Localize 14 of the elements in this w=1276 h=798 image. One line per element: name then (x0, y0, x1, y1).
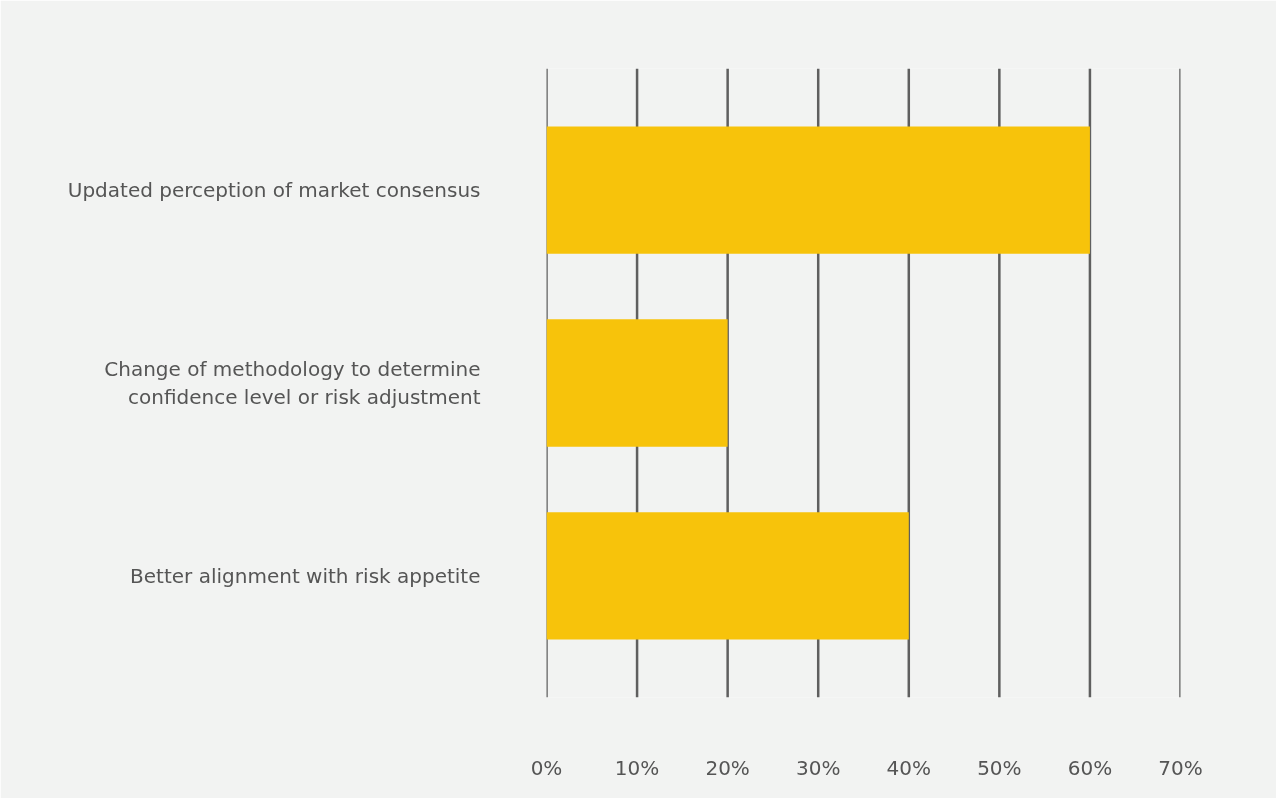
y-tick-label: Change of methodology to determine confidence level or risk adjustment (104, 356, 481, 410)
x-tick-label: 70% (1158, 755, 1203, 780)
x-tick-label: 40% (886, 755, 932, 780)
y-tick-label: Better alignment with risk appetite (130, 563, 481, 588)
x-tick-label: 50% (977, 755, 1022, 780)
x-tick-label: 10% (614, 755, 660, 780)
bar (546, 126, 1090, 254)
x-tick-label: 30% (795, 755, 841, 780)
x-tick-label: 60% (1067, 755, 1113, 780)
x-tick-label: 20% (705, 755, 750, 780)
bar (546, 319, 728, 447)
bar (546, 512, 909, 640)
x-tick-label: 0% (530, 755, 563, 780)
y-tick-label: Updated perception of market consensus (67, 178, 481, 203)
